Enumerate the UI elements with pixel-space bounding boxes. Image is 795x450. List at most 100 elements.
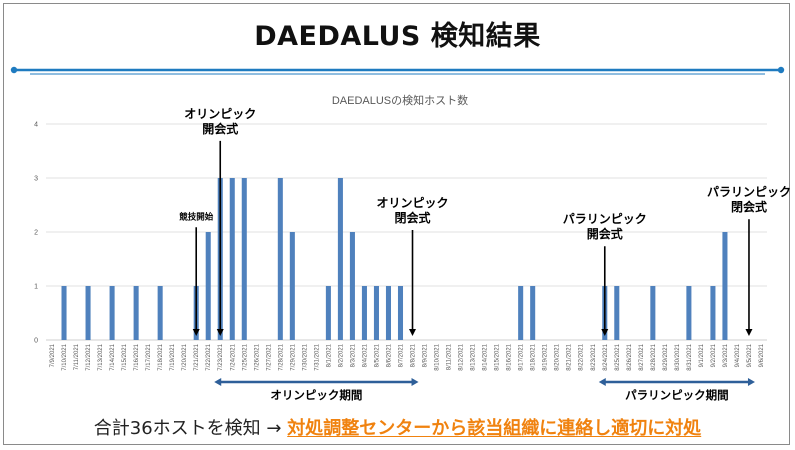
x-tick-label: 7/28/2021 <box>278 343 284 370</box>
annotation-label: 閉会式 <box>395 210 431 225</box>
x-tick-label: 8/13/2021 <box>471 343 477 370</box>
x-tick-label: 7/22/2021 <box>206 343 212 370</box>
x-tick-label: 9/2/2021 <box>711 343 717 367</box>
x-tick-label: 8/9/2021 <box>423 343 429 367</box>
x-tick-label: 9/1/2021 <box>699 343 705 367</box>
x-tick-label: 8/7/2021 <box>398 343 404 367</box>
x-tick-label: 8/16/2021 <box>507 343 513 370</box>
x-tick-label: 7/15/2021 <box>122 343 128 370</box>
bar <box>722 232 728 340</box>
bar <box>289 232 295 340</box>
x-tick-label: 7/16/2021 <box>134 343 140 370</box>
x-tick-label: 8/2/2021 <box>338 343 344 367</box>
y-tick-labels: 0 1 2 3 4 <box>34 122 38 345</box>
x-tick-label: 7/12/2021 <box>86 343 92 370</box>
bar <box>361 286 367 340</box>
annotation-label: 競技開始 <box>179 211 214 222</box>
annotation-arrow-head <box>192 329 200 336</box>
slide-title: DAEDALUS 検知結果 <box>254 21 541 52</box>
x-tick-label: 7/20/2021 <box>182 343 188 370</box>
x-tick-label: 8/8/2021 <box>411 343 417 367</box>
x-tick-labels: 7/9/2021 7/10/2021 7/11/2021 7/12/2021 7/13/… <box>50 343 765 370</box>
bar <box>109 286 115 340</box>
x-tick-label: 7/18/2021 <box>158 343 164 370</box>
annotation-arrow-head <box>409 329 417 336</box>
x-tick-label: 7/13/2021 <box>98 343 104 370</box>
x-tick-label: 8/18/2021 <box>531 343 537 370</box>
period-arrow-head-left <box>598 378 606 386</box>
x-tick-label: 9/3/2021 <box>723 343 729 367</box>
period-label: オリンピック期間 <box>270 388 362 402</box>
period-arrow-head-right <box>411 378 419 386</box>
x-tick-label: 8/11/2021 <box>447 343 453 370</box>
x-tick-label: 8/23/2021 <box>591 343 597 370</box>
period-arrows: オリンピック期間 パラリンピック期間 <box>214 378 755 402</box>
x-tick-label: 8/3/2021 <box>350 343 356 367</box>
x-tick-label: 8/5/2021 <box>374 343 380 367</box>
x-tick-label: 7/30/2021 <box>302 343 308 370</box>
x-tick-label: 8/22/2021 <box>579 343 585 370</box>
slide-frame <box>3 3 790 445</box>
x-tick-label: 9/6/2021 <box>759 343 765 367</box>
x-tick-label: 8/12/2021 <box>459 343 465 370</box>
annotation-arrow-head <box>745 329 753 336</box>
x-tick-label: 7/17/2021 <box>146 343 152 370</box>
bar <box>373 286 379 340</box>
x-tick-label: 7/25/2021 <box>242 343 248 370</box>
bar <box>325 286 331 340</box>
x-tick-label: 7/29/2021 <box>290 343 296 370</box>
footer-lead: 合計36ホストを検知 → <box>93 418 288 439</box>
underline-dot-right <box>777 66 785 74</box>
period-arrow-head-right <box>747 378 755 386</box>
x-tick-label: 8/30/2021 <box>675 343 681 370</box>
x-tick-label: 9/4/2021 <box>735 343 741 367</box>
bar <box>614 286 620 340</box>
x-tick-label: 8/6/2021 <box>386 343 392 367</box>
bar <box>385 286 391 340</box>
x-tick-label: 8/27/2021 <box>639 343 645 370</box>
x-tick-label: 8/28/2021 <box>651 343 657 370</box>
x-tick-label: 8/14/2021 <box>483 343 489 370</box>
underline-dot-left <box>10 66 18 74</box>
x-tick-label: 7/14/2021 <box>110 343 116 370</box>
x-tick-label: 7/27/2021 <box>266 343 272 370</box>
bar <box>686 286 692 340</box>
period-arrow-head-left <box>214 378 222 386</box>
bar <box>710 286 716 340</box>
x-tick-label: 8/26/2021 <box>627 343 633 370</box>
annotation-arrow-head <box>601 329 609 336</box>
bar <box>157 286 163 340</box>
bar <box>337 178 343 340</box>
x-tick-label: 8/4/2021 <box>362 343 368 367</box>
x-tick-label: 8/1/2021 <box>326 343 332 367</box>
y-tick-label: 2 <box>34 230 38 237</box>
y-tick-label: 1 <box>34 284 38 291</box>
bar <box>349 232 355 340</box>
x-tick-label: 7/21/2021 <box>194 343 200 370</box>
annotation-label: 開会式 <box>202 121 238 136</box>
x-tick-label: 8/24/2021 <box>603 343 609 370</box>
x-tick-label: 8/31/2021 <box>687 343 693 370</box>
x-tick-label: 8/15/2021 <box>495 343 501 370</box>
y-tick-label: 4 <box>34 122 38 129</box>
bar <box>397 286 404 340</box>
bar <box>241 178 247 340</box>
x-tick-label: 7/26/2021 <box>254 343 260 370</box>
x-tick-label: 7/24/2021 <box>230 343 236 370</box>
x-tick-label: 7/23/2021 <box>218 343 224 370</box>
bar <box>229 178 235 340</box>
chart-title: DAEDALUSの検知ホスト数 <box>332 93 468 107</box>
x-tick-label: 8/19/2021 <box>543 343 549 370</box>
x-tick-label: 7/9/2021 <box>50 343 56 367</box>
x-tick-label: 7/10/2021 <box>62 343 68 370</box>
x-tick-label: 8/17/2021 <box>519 343 525 370</box>
bar <box>205 232 211 340</box>
bar <box>61 286 67 340</box>
title-underline <box>10 66 785 75</box>
annotation-label: パラリンピック <box>563 212 647 226</box>
summary-footer: 合計36ホストを検知 → 対処調整センターから該当組織に連絡し適切に対処 <box>0 414 795 440</box>
annotation-label: 閉会式 <box>731 199 767 214</box>
x-tick-label: 8/29/2021 <box>663 343 669 370</box>
annotation-label: パラリンピック <box>707 185 791 199</box>
